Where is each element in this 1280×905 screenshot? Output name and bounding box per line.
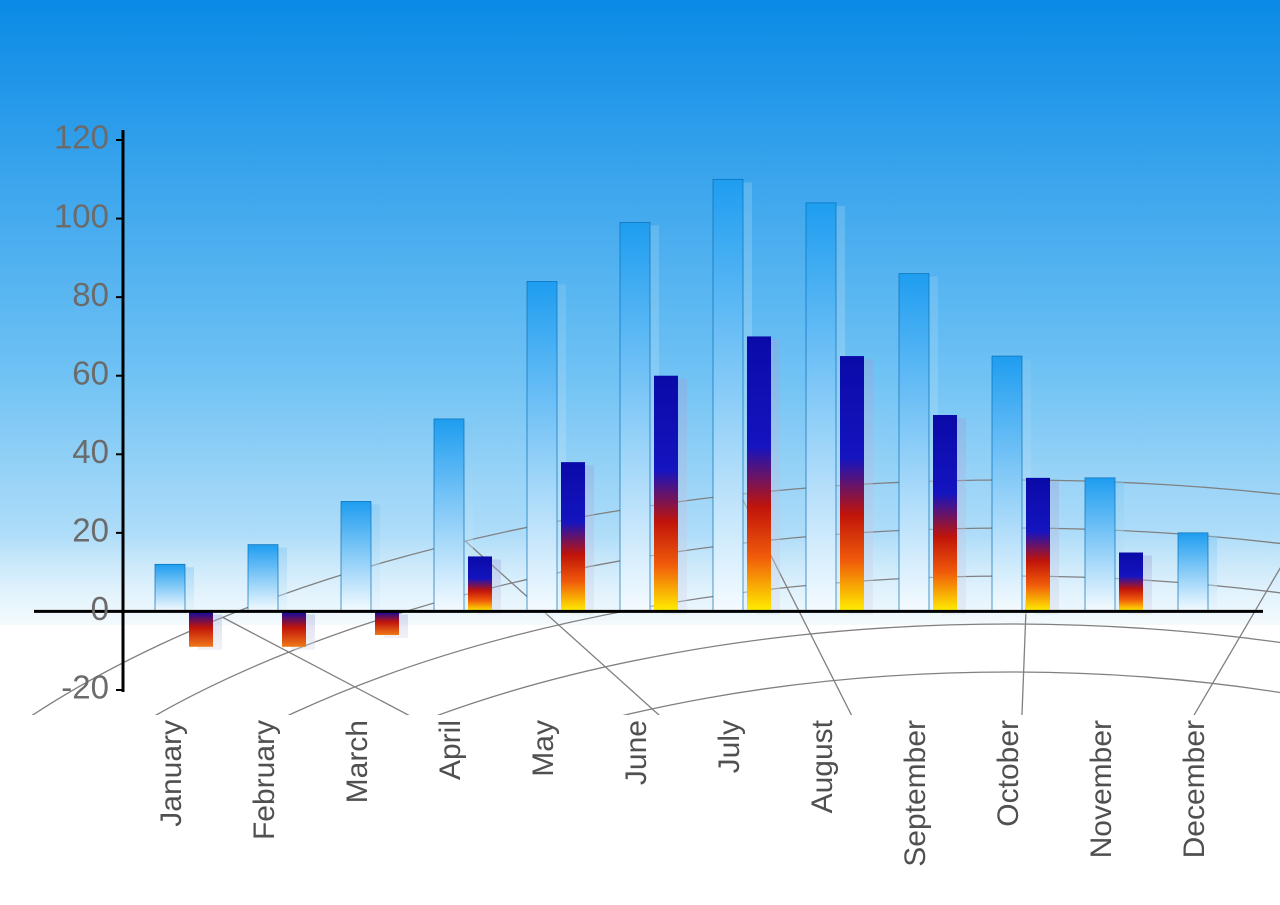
heat-bar [282,611,306,646]
blue-bar [992,356,1022,611]
y-tick-label: 80 [72,276,109,313]
x-tick-label: June [620,720,653,785]
chart-svg: -20 0 20 40 60 80 100 120 January February March Ap… [0,0,1280,905]
heat-bar [1026,478,1050,612]
blue-bar [341,501,371,611]
heat-bar [840,356,864,611]
y-tick-label: 40 [72,433,109,470]
blue-bar [1178,533,1208,612]
heat-bar [1119,553,1143,612]
y-tick-label: -20 [61,669,109,706]
heat-bar [375,611,399,635]
blue-bar [1085,478,1115,612]
x-tick-label: October [992,720,1025,827]
blue-bar [434,419,464,612]
y-tick-label: 20 [72,512,109,549]
y-tick-label: 60 [72,354,109,391]
x-tick-label: July [713,720,746,773]
blue-bar [248,545,278,612]
blue-bar [155,564,185,611]
x-tick-label: August [806,719,839,813]
blue-bar [713,179,743,611]
heat-bar [747,336,771,611]
heat-bar [189,611,213,646]
x-tick-label: November [1085,720,1118,858]
x-tick-label: May [527,720,560,777]
blue-bar [899,274,929,612]
x-tick-label: March [341,720,374,803]
x-tick-label: December [1178,720,1211,858]
x-tick-label: January [155,720,188,827]
blue-bar [620,223,650,612]
heat-bar [468,556,492,611]
x-tick-label: September [899,720,932,867]
y-tick-label: 100 [54,197,109,234]
blue-bar [806,203,836,612]
heat-bar [561,462,585,611]
x-tick-label: February [248,720,281,840]
chart-stage: -20 0 20 40 60 80 100 120 January February March Ap… [0,0,1280,905]
x-tick-label: April [434,720,467,780]
y-tick-label: 120 [54,119,109,156]
heat-bar [654,376,678,612]
y-tick-label: 0 [91,590,109,627]
blue-bar [527,281,557,611]
heat-bar [933,415,957,611]
